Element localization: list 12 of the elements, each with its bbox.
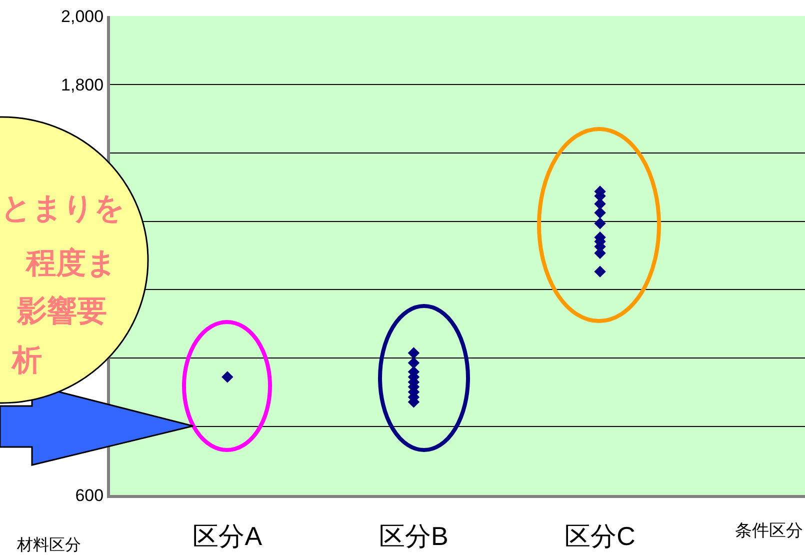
text: 析 xyxy=(10,344,42,377)
y-tick-label: 600 xyxy=(75,486,104,505)
x-tick-label: 区分C xyxy=(564,521,636,552)
x-axis-title: 条件区分 xyxy=(735,521,803,540)
annotation: 程度ま xyxy=(25,246,117,280)
text: 材料区分 xyxy=(16,536,81,554)
y-tick-label: 1,800 xyxy=(61,75,104,94)
x-tick-label: 区分B xyxy=(379,521,448,552)
text: 影響要 xyxy=(16,295,107,328)
y-tick-label: 2,000 xyxy=(61,6,104,26)
x-tick-label: 区分A xyxy=(192,521,263,552)
annotation: とまりを xyxy=(1,192,125,225)
